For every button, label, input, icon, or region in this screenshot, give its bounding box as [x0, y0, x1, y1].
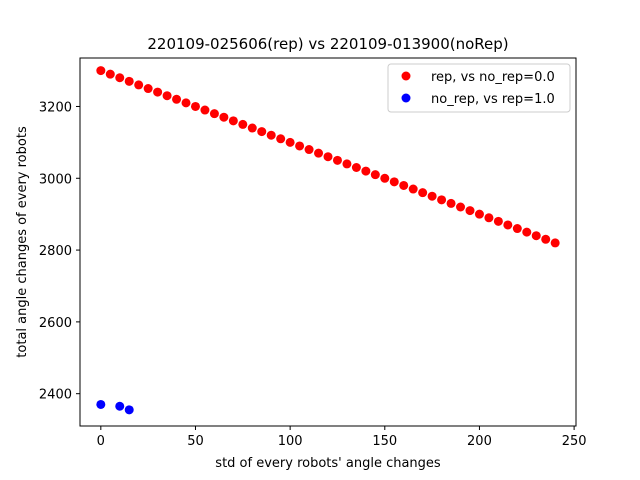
- data-point-series-0: [399, 180, 409, 190]
- data-point-series-0: [503, 220, 513, 230]
- data-point-series-0: [522, 227, 532, 237]
- data-point-series-0: [493, 216, 503, 226]
- data-point-series-0: [370, 170, 380, 180]
- data-point-series-0: [238, 119, 248, 129]
- data-point-series-0: [389, 177, 399, 187]
- x-axis-label: std of every robots' angle changes: [215, 456, 441, 471]
- data-point-series-0: [115, 73, 125, 83]
- data-point-series-0: [209, 109, 219, 119]
- y-tick-label: 2600: [39, 316, 72, 331]
- data-point-series-0: [105, 69, 115, 79]
- data-point-series-0: [295, 141, 305, 151]
- data-point-series-0: [484, 213, 494, 223]
- data-point-series-0: [323, 152, 333, 162]
- data-point-series-0: [418, 188, 428, 198]
- y-tick-label: 2400: [39, 388, 72, 403]
- data-point-series-0: [190, 101, 200, 111]
- data-point-series-0: [181, 98, 191, 108]
- data-point-series-0: [342, 159, 352, 169]
- y-tick-label: 3000: [39, 172, 72, 187]
- data-point-series-0: [446, 198, 456, 208]
- data-point-series-0: [332, 155, 342, 165]
- x-axis: 0 50 100 150 200 250: [97, 426, 587, 449]
- data-point-series-0: [550, 238, 560, 248]
- data-point-series-1: [115, 401, 125, 411]
- data-point-series-0: [408, 184, 418, 194]
- data-point-series-0: [465, 206, 475, 216]
- y-axis-label: total angle changes of every robots: [15, 126, 30, 358]
- x-tick-label: 0: [97, 434, 105, 449]
- legend-marker-series-1: [401, 93, 411, 103]
- chart-title: 220109-025606(rep) vs 220109-013900(noRe…: [147, 35, 508, 53]
- data-point-series-0: [437, 195, 447, 205]
- legend-label-series-1: no_rep, vs rep=1.0: [431, 92, 555, 107]
- data-point-series-1: [96, 399, 106, 409]
- y-tick-label: 3200: [39, 100, 72, 115]
- y-tick-label: 2800: [39, 244, 72, 259]
- data-point-series-0: [531, 231, 541, 241]
- data-point-series-0: [172, 94, 182, 104]
- data-point-series-0: [276, 134, 286, 144]
- y-axis: 2400 2600 2800 3000 3200: [39, 100, 80, 403]
- data-point-series-0: [427, 191, 437, 201]
- data-point-series-0: [162, 91, 172, 101]
- data-point-series-0: [96, 66, 106, 76]
- plot-frame: [79, 57, 577, 427]
- x-tick-label: 200: [467, 434, 492, 449]
- data-point-series-0: [351, 163, 361, 173]
- data-point-series-0: [456, 202, 466, 212]
- x-tick-label: 50: [187, 434, 204, 449]
- data-point-series-0: [266, 130, 276, 140]
- data-point-series-0: [257, 127, 267, 137]
- data-point-series-0: [200, 105, 210, 115]
- data-point-series-0: [124, 76, 134, 86]
- data-point-series-0: [219, 112, 229, 122]
- data-point-series-0: [541, 234, 551, 244]
- x-tick-label: 100: [278, 434, 303, 449]
- data-point-series-0: [228, 116, 238, 126]
- data-point-series-0: [285, 137, 295, 147]
- data-point-series-0: [143, 84, 153, 94]
- data-point-series-0: [134, 80, 144, 90]
- data-point-series-0: [153, 87, 163, 97]
- legend: rep, vs no_rep=0.0 no_rep, vs rep=1.0: [387, 63, 571, 113]
- data-point-series-1: [124, 405, 134, 415]
- data-point-series-0: [361, 166, 371, 176]
- data-point-series-0: [247, 123, 257, 133]
- data-point-series-0: [474, 209, 484, 219]
- x-tick-label: 150: [372, 434, 397, 449]
- legend-marker-series-0: [401, 71, 411, 81]
- data-point-series-0: [512, 224, 522, 234]
- data-point-series-0: [304, 145, 314, 155]
- legend-label-series-0: rep, vs no_rep=0.0: [431, 70, 555, 85]
- data-point-series-0: [380, 173, 390, 183]
- legend-box: [387, 63, 571, 113]
- x-tick-label: 250: [562, 434, 587, 449]
- data-point-series-0: [314, 148, 324, 158]
- plot-area: [96, 66, 560, 415]
